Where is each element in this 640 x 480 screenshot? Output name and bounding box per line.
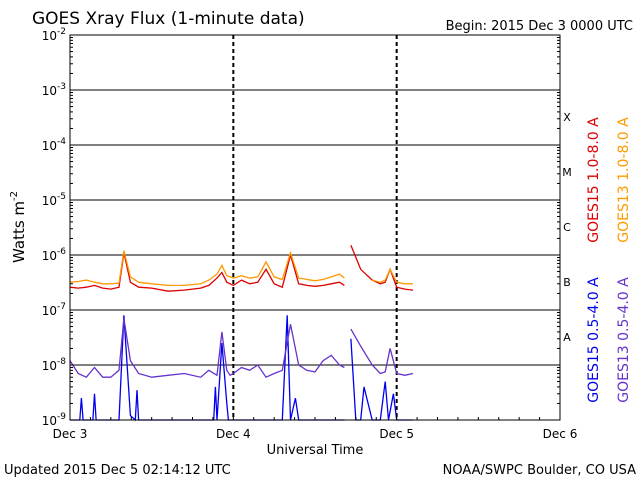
legend-entry-1: GOES13 1.0-8.0 A — [616, 117, 632, 243]
y-tick-label-base: 10 — [42, 84, 57, 98]
y-tick-label-5: 10-7 — [42, 302, 66, 318]
y-tick-label-0: 10-2 — [42, 27, 66, 43]
chart-title: GOES Xray Flux (1-minute data) — [32, 9, 305, 29]
y-tick-label-exponent: -2 — [57, 27, 66, 37]
series-0-segment-1 — [350, 245, 414, 291]
flare-class-x: X — [563, 111, 571, 124]
y-tick-label-3: 10-5 — [42, 192, 66, 208]
x-axis-label: Universal Time — [267, 443, 364, 458]
flare-class-a: A — [563, 331, 571, 344]
legend-entry-3: GOES13 0.5-4.0 A — [616, 277, 632, 403]
y-tick-label-exponent: -7 — [57, 302, 66, 312]
x-tick-label-3: Dec 6 — [543, 427, 578, 441]
series-1-segment-0 — [69, 250, 345, 287]
x-tick-label-2: Dec 5 — [379, 427, 414, 441]
y-axis-label: Watts m-2 — [9, 191, 28, 263]
flare-class-c: C — [563, 221, 571, 234]
y-tick-label-4: 10-6 — [42, 247, 67, 263]
y-tick-label-2: 10-4 — [42, 137, 67, 153]
y-tick-label-base: 10 — [42, 304, 57, 318]
x-tick-label-1: Dec 4 — [216, 427, 251, 441]
flare-class-labels: X M C B A — [562, 111, 572, 344]
series-3-segment-1 — [350, 328, 414, 376]
y-tick-label-exponent: -4 — [57, 137, 66, 147]
y-tick-label-base: 10 — [42, 194, 57, 208]
series-3-segment-0 — [69, 318, 345, 379]
plot-area — [70, 35, 560, 420]
y-tick-label-exponent: -8 — [57, 357, 66, 367]
y-tick-label-base: 10 — [42, 139, 57, 153]
legend: GOES15 1.0-8.0 A GOES13 1.0-8.0 A GOES15 0… — [586, 117, 632, 403]
y-tick-label-6: 10-8 — [42, 357, 67, 373]
y-tick-label-base: 10 — [42, 414, 57, 428]
y-axis-ticks: 10-210-310-410-510-610-710-810-9 — [42, 27, 560, 428]
x-tick-label-0: Dec 3 — [53, 427, 88, 441]
legend-entry-2: GOES15 0.5-4.0 A — [586, 277, 602, 403]
y-axis-label-main: Watts m — [10, 201, 28, 263]
y-tick-label-exponent: -5 — [57, 192, 66, 202]
y-tick-label-base: 10 — [42, 359, 57, 373]
series-1-segment-1 — [372, 267, 413, 285]
y-tick-label-exponent: -9 — [57, 412, 66, 422]
y-tick-label-base: 10 — [42, 249, 57, 263]
y-tick-label-1: 10-3 — [42, 82, 66, 98]
x-axis-ticks: Dec 3 Dec 4 Dec 5 Dec 6 — [53, 414, 578, 441]
y-tick-label-exponent: -3 — [57, 82, 66, 92]
y-tick-label-7: 10-9 — [42, 412, 67, 428]
y-axis-label-exponent: -2 — [9, 191, 20, 201]
legend-entry-0: GOES15 1.0-8.0 A — [586, 117, 602, 243]
updated-timestamp: Updated 2015 Dec 5 02:14:12 UTC — [4, 463, 231, 478]
begin-time-label: Begin: 2015 Dec 3 0000 UTC — [446, 19, 633, 34]
flare-class-b: B — [563, 276, 571, 289]
day-divider-lines — [232, 35, 398, 420]
credit-label: NOAA/SWPC Boulder, CO USA — [443, 463, 636, 478]
horizontal-gridlines — [70, 89, 560, 366]
y-tick-label-exponent: -6 — [57, 247, 66, 257]
series-0-segment-0 — [69, 252, 345, 292]
flare-class-m: M — [562, 166, 572, 179]
y-tick-label-base: 10 — [42, 29, 57, 43]
